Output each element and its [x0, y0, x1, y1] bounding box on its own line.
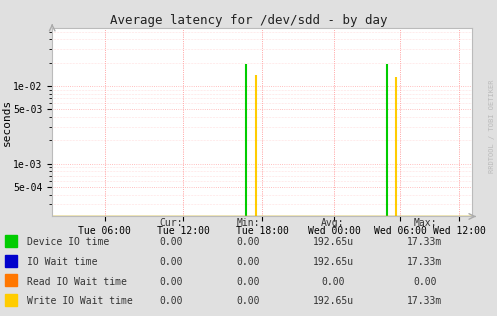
Text: 17.33m: 17.33m [408, 237, 442, 247]
Y-axis label: seconds: seconds [1, 99, 12, 146]
Text: 0.00: 0.00 [237, 276, 260, 287]
Text: Max:: Max: [413, 218, 437, 228]
Text: Cur:: Cur: [160, 218, 183, 228]
Text: Avg:: Avg: [321, 218, 345, 228]
Text: Average latency for /dev/sdd - by day: Average latency for /dev/sdd - by day [110, 14, 387, 27]
Text: 0.00: 0.00 [160, 257, 183, 267]
Text: 0.00: 0.00 [237, 296, 260, 306]
Text: 0.00: 0.00 [321, 276, 345, 287]
Text: RRDTOOL / TOBI OETIKER: RRDTOOL / TOBI OETIKER [489, 80, 495, 173]
Text: 0.00: 0.00 [160, 276, 183, 287]
Text: 0.00: 0.00 [237, 237, 260, 247]
Text: 0.00: 0.00 [160, 296, 183, 306]
Text: Read IO Wait time: Read IO Wait time [27, 276, 127, 287]
Text: 0.00: 0.00 [160, 237, 183, 247]
Text: 0.00: 0.00 [237, 257, 260, 267]
Text: 192.65u: 192.65u [313, 296, 353, 306]
Text: Write IO Wait time: Write IO Wait time [27, 296, 133, 306]
Text: 0.00: 0.00 [413, 276, 437, 287]
Text: IO Wait time: IO Wait time [27, 257, 98, 267]
Text: Min:: Min: [237, 218, 260, 228]
Text: 17.33m: 17.33m [408, 257, 442, 267]
Text: Device IO time: Device IO time [27, 237, 109, 247]
Text: 192.65u: 192.65u [313, 257, 353, 267]
Text: 192.65u: 192.65u [313, 237, 353, 247]
Text: 17.33m: 17.33m [408, 296, 442, 306]
